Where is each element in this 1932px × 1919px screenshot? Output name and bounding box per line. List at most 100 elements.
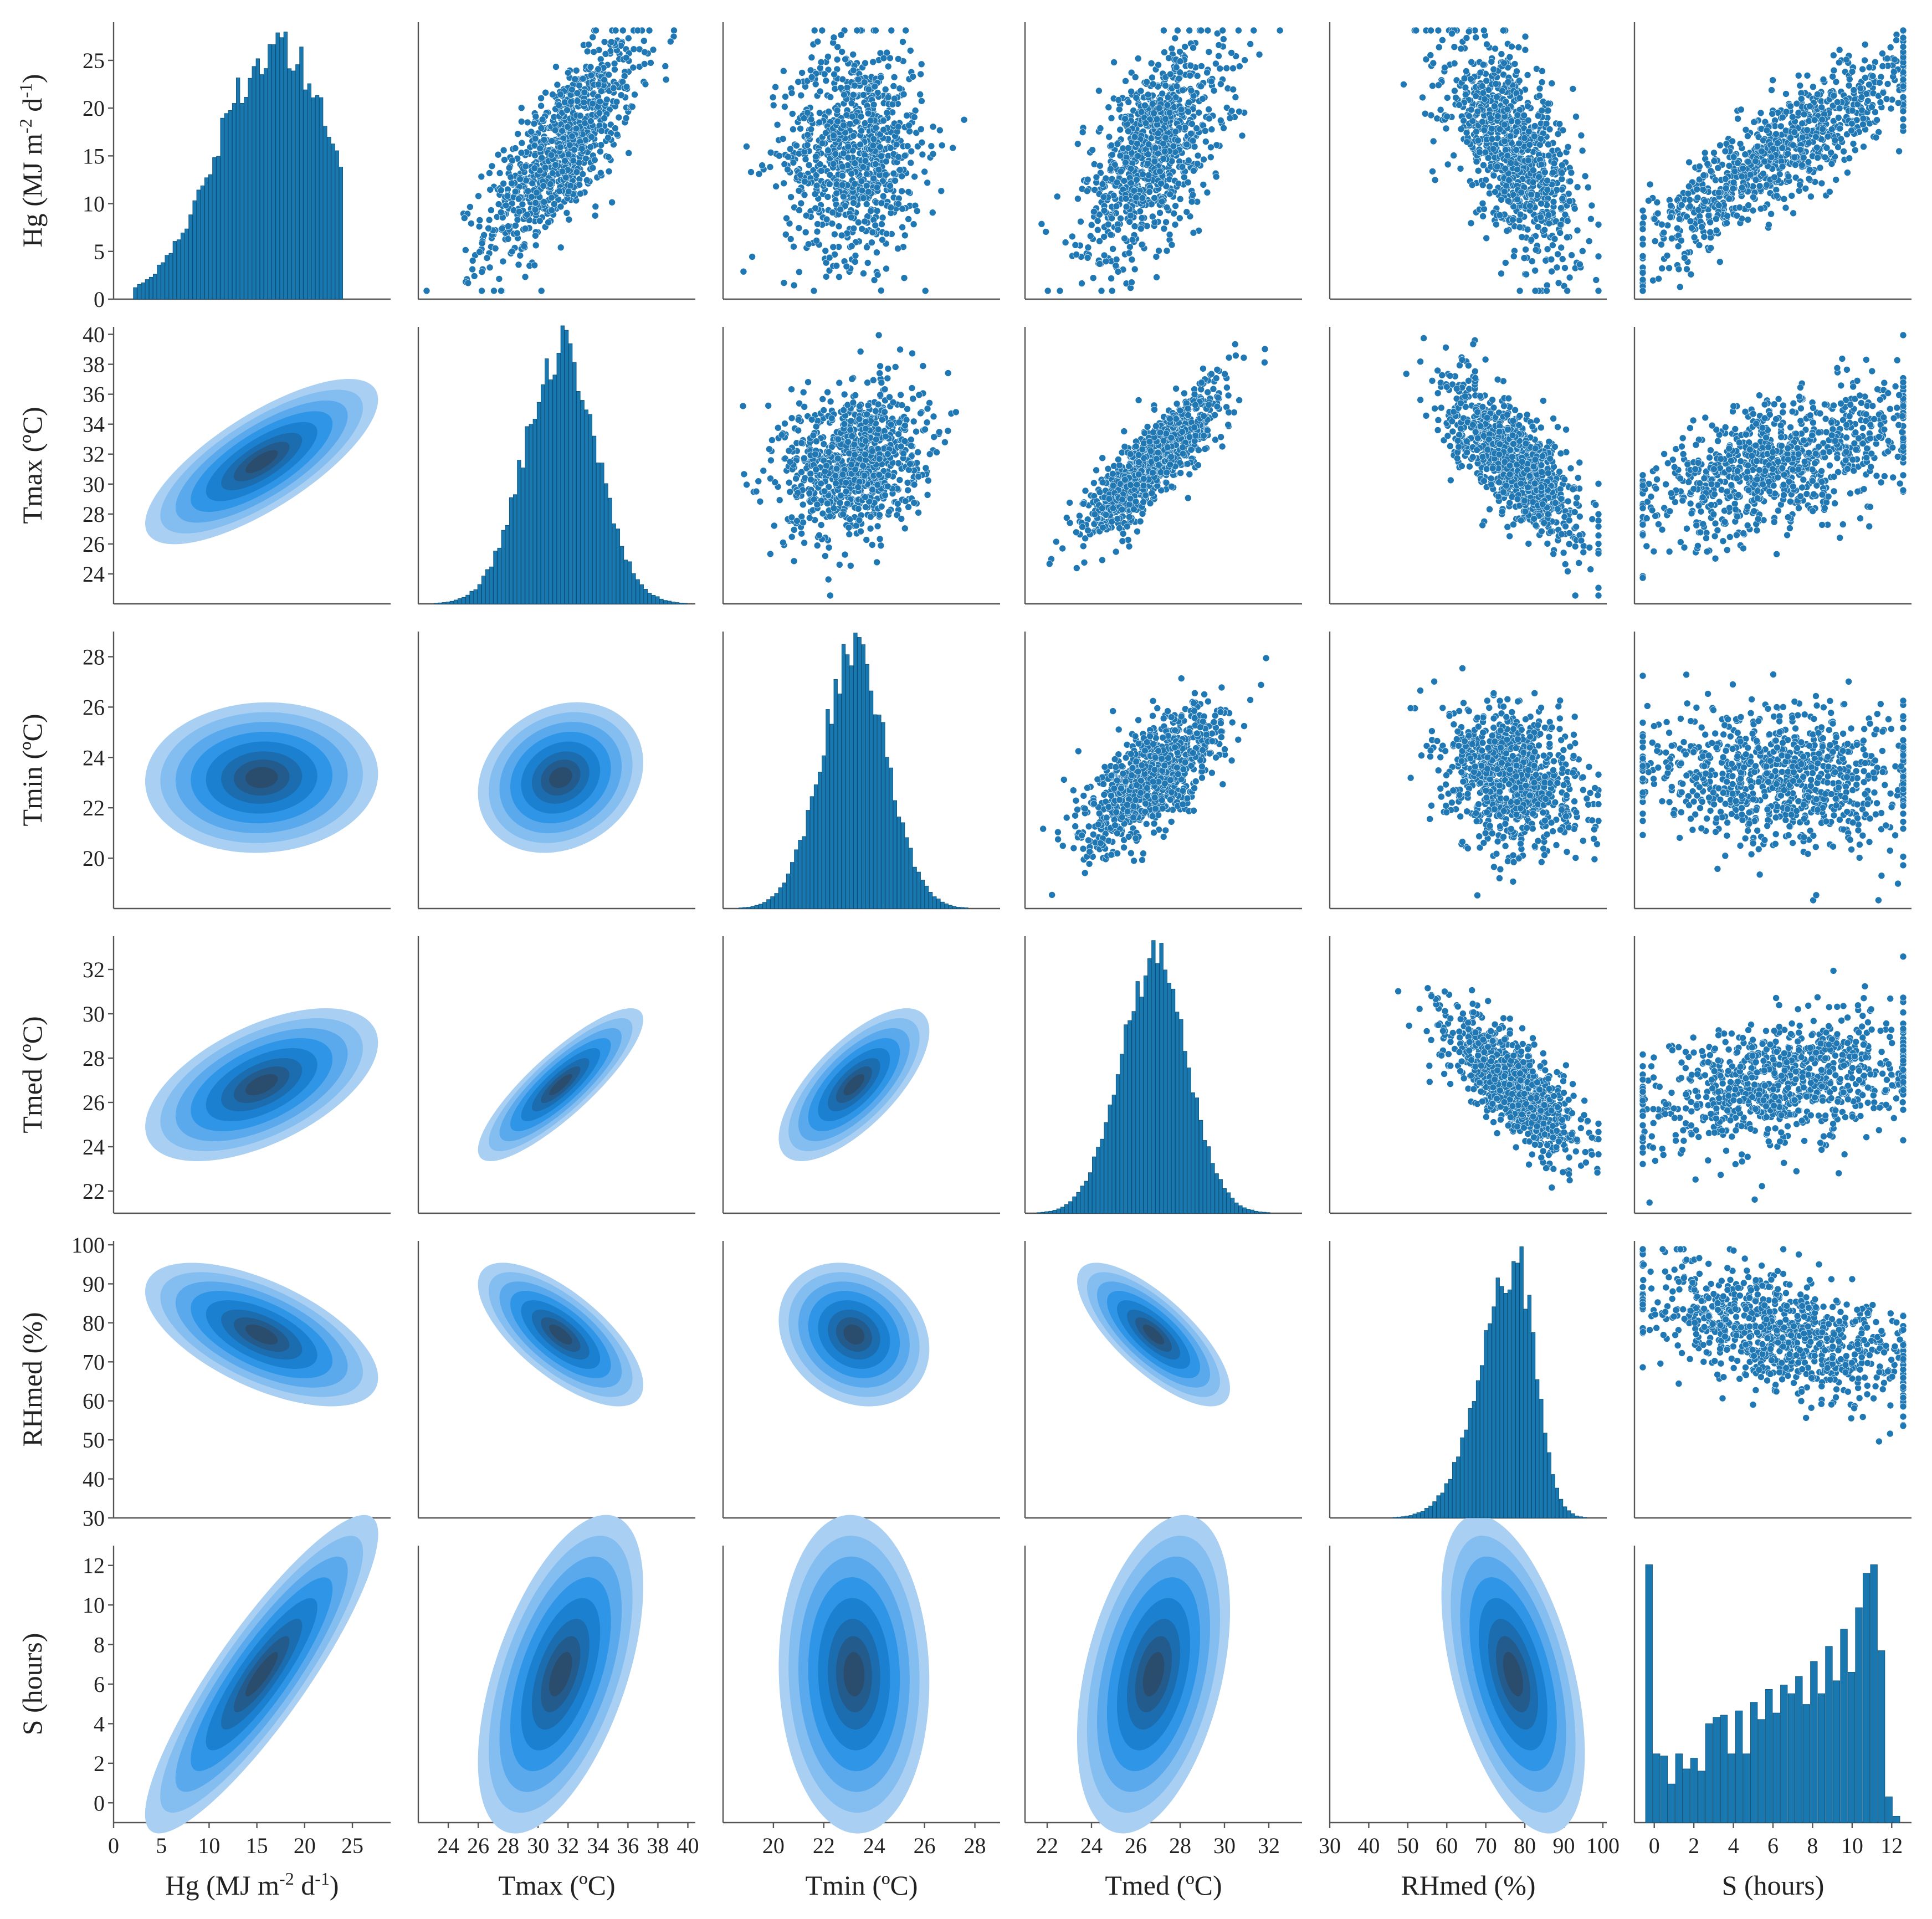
scatter-point	[1658, 265, 1665, 272]
scatter-point	[1585, 238, 1593, 245]
scatter-point	[859, 194, 867, 202]
scatter-point	[1696, 163, 1703, 170]
scatter-point	[1491, 102, 1498, 110]
scatter-point	[1522, 246, 1529, 253]
scatter-point	[540, 198, 548, 206]
scatter-point	[591, 156, 598, 164]
scatter-point	[1228, 49, 1235, 57]
scatter-point	[1639, 269, 1647, 276]
scatter-point	[1843, 56, 1850, 63]
scatter-point	[1158, 198, 1166, 206]
scatter-point	[1514, 118, 1521, 126]
scatter-point	[1750, 119, 1757, 126]
scatter-point	[1849, 107, 1856, 114]
scatter-point	[1744, 132, 1751, 140]
scatter-point	[1723, 219, 1730, 227]
scatter-point	[1729, 137, 1736, 145]
scatter-point	[541, 164, 549, 171]
scatter-point	[1784, 150, 1792, 157]
scatter-point	[532, 112, 540, 120]
scatter-point	[1112, 262, 1120, 269]
scatter-point	[1241, 57, 1248, 64]
scatter-point	[1744, 158, 1752, 166]
scatter-point	[1556, 229, 1564, 237]
scatter-point	[1846, 155, 1853, 162]
scatter-point	[918, 60, 925, 68]
scatter-point	[1229, 86, 1237, 93]
scatter-point	[611, 66, 618, 73]
scatter-point	[611, 60, 618, 68]
scatter-point	[872, 222, 879, 229]
scatter-point	[1515, 140, 1523, 147]
scatter-point	[538, 154, 546, 162]
scatter-point	[1197, 83, 1205, 90]
scatter-point	[857, 141, 864, 148]
scatter-point	[1448, 30, 1456, 37]
scatter-point	[1684, 190, 1692, 197]
y-tick-label: 50	[83, 1428, 105, 1453]
scatter-point	[625, 149, 632, 157]
scatter-point	[518, 139, 526, 147]
scatter-point	[519, 201, 526, 208]
scatter-point	[790, 281, 798, 289]
scatter-point	[910, 220, 918, 228]
scatter-point	[841, 91, 848, 99]
scatter-point	[1139, 194, 1146, 202]
scatter-point	[1149, 100, 1156, 107]
x-tick-label: 26	[914, 1833, 936, 1858]
scatter-point	[1187, 62, 1195, 69]
scatter-point	[1836, 46, 1843, 54]
scatter-point	[1117, 167, 1125, 175]
x-tick-label: 24	[863, 1833, 885, 1858]
scatter-point	[802, 212, 810, 219]
scatter-point	[805, 161, 813, 169]
scatter-point	[1695, 242, 1703, 249]
scatter-point	[903, 112, 910, 119]
x-tick-label: 8	[1807, 1833, 1818, 1858]
scatter-point	[1646, 181, 1654, 188]
scatter-point	[1700, 172, 1708, 179]
scatter-point	[1220, 124, 1227, 132]
scatter-point	[1105, 104, 1113, 111]
x-tick-label: 30	[1319, 1833, 1341, 1858]
scatter-point	[1154, 130, 1162, 137]
scatter-point	[740, 268, 747, 275]
scatter-point	[1545, 219, 1553, 227]
scatter-point	[839, 172, 846, 179]
scatter-point	[1193, 72, 1201, 80]
scatter-point	[850, 132, 857, 140]
scatter-point	[548, 137, 556, 145]
scatter-point	[1126, 243, 1134, 251]
scatter-point	[1846, 75, 1853, 83]
scatter-point	[840, 121, 847, 129]
scatter-point	[531, 206, 539, 213]
scatter-point	[1178, 163, 1186, 171]
scatter-point	[590, 48, 597, 55]
scatter-point	[872, 124, 880, 132]
scatter-point	[905, 122, 913, 129]
scatter-point	[1520, 254, 1528, 262]
x-axis-title: S (hours)	[1722, 1870, 1825, 1901]
scatter-point	[1083, 187, 1091, 195]
scatter-point	[1769, 110, 1776, 117]
scatter-point	[1155, 61, 1162, 69]
scatter-point	[583, 48, 591, 55]
scatter-point	[878, 152, 885, 160]
x-tick-label: 12	[1880, 1833, 1903, 1858]
scatter-point	[1800, 111, 1808, 118]
scatter-point	[1044, 287, 1052, 295]
scatter-point	[522, 162, 529, 170]
scatter-point	[1232, 94, 1239, 101]
scatter-point	[1707, 167, 1715, 175]
scatter-point	[1102, 258, 1110, 265]
scatter-point	[1168, 241, 1176, 249]
scatter-point	[578, 145, 586, 152]
scatter-point	[1544, 186, 1551, 194]
scatter-point	[1702, 197, 1709, 205]
scatter-point	[550, 200, 558, 208]
scatter-point	[1715, 189, 1723, 196]
scatter-point	[867, 117, 874, 124]
scatter-point	[1523, 270, 1530, 278]
scatter-point	[1120, 177, 1128, 184]
